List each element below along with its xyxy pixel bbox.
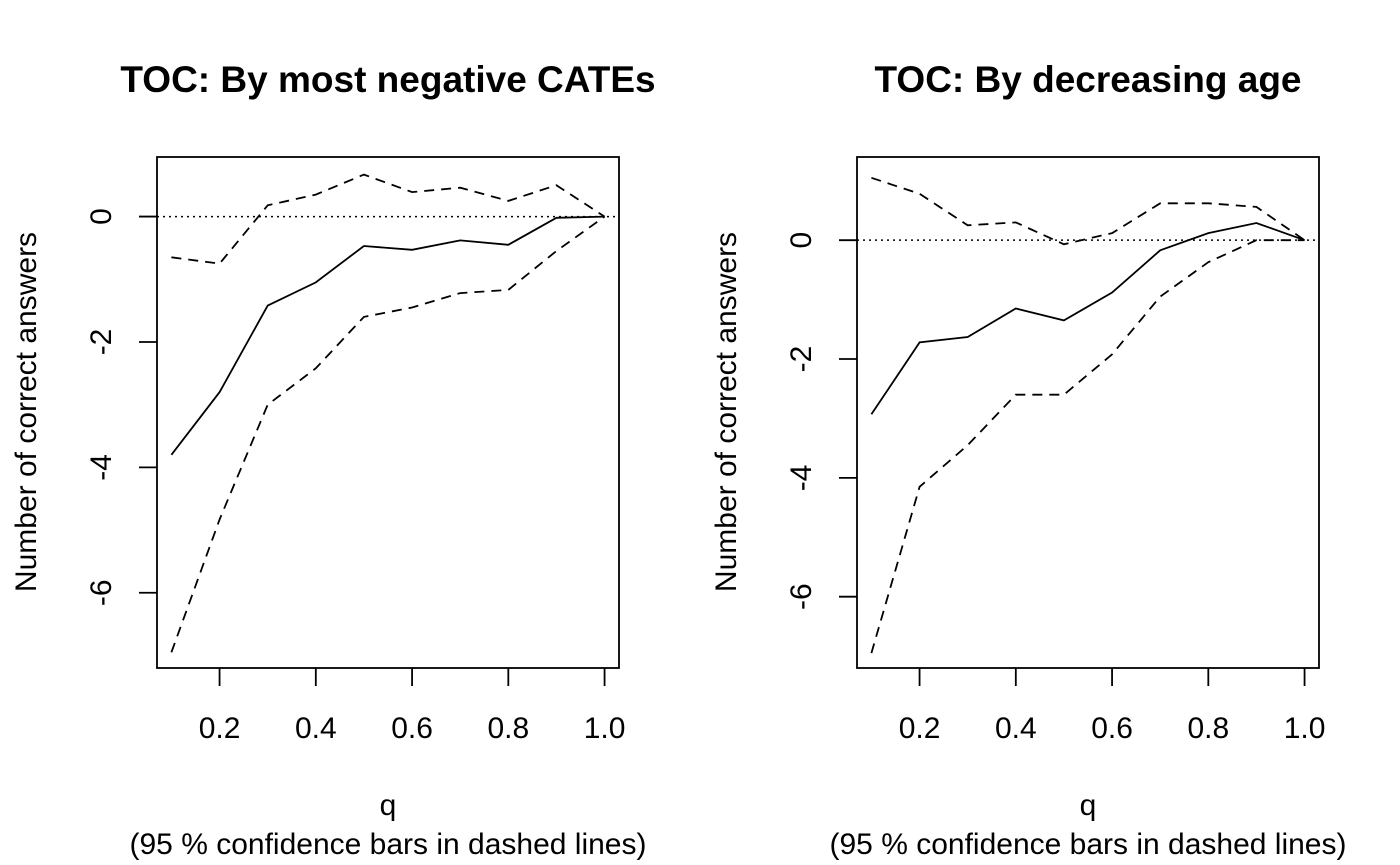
x-tick-label: 0.4 — [995, 712, 1037, 745]
x-tick-label: 0.6 — [1091, 712, 1133, 745]
plot-area: 0.2 0.4 0.6 0.8 1.0 -6 -4 -2 0 — [785, 156, 1326, 745]
x-tick-label: 1.0 — [1284, 712, 1326, 745]
upper-confidence-line — [871, 176, 1306, 246]
lower-confidence-line — [170, 215, 606, 653]
x-axis-label: q — [1080, 789, 1097, 822]
toc-estimate-line — [170, 215, 605, 456]
y-tick-label: -2 — [785, 346, 818, 373]
chart-title: TOC: By most negative CATEs — [120, 59, 655, 100]
y-tick-label: -6 — [85, 579, 118, 606]
x-axis-sublabel: (95 % confidence bars in dashed lines) — [830, 828, 1347, 861]
y-tick-label: -4 — [85, 454, 118, 481]
x-tick-label: 0.4 — [295, 712, 337, 745]
plot-frame — [156, 156, 620, 669]
plot-area: 0.2 0.4 0.6 0.8 1.0 -6 -4 -2 0 — [85, 156, 626, 745]
plot-frame — [856, 156, 1320, 669]
y-tick-label: -6 — [785, 583, 818, 610]
y-axis-label: Number of correct answers — [710, 232, 743, 592]
lower-confidence-line — [870, 239, 1305, 654]
toc-panel-cates: TOC: By most negative CATEs Number of co… — [10, 59, 656, 861]
upper-confidence-line — [171, 173, 606, 265]
y-axis-label: Number of correct answers — [10, 232, 43, 592]
x-tick-label: 0.2 — [899, 712, 941, 745]
y-tick-label: 0 — [785, 232, 818, 249]
x-tick-label: 0.2 — [199, 712, 241, 745]
y-tick-label: -4 — [785, 465, 818, 492]
x-tick-label: 0.6 — [391, 712, 433, 745]
x-tick-label: 0.8 — [487, 712, 529, 745]
x-axis-sublabel: (95 % confidence bars in dashed lines) — [130, 828, 647, 861]
x-tick-label: 0.8 — [1187, 712, 1229, 745]
x-tick-label: 1.0 — [584, 712, 626, 745]
y-tick-label: 0 — [85, 208, 118, 225]
y-tick-label: -2 — [85, 329, 118, 356]
toc-estimate-line — [870, 222, 1305, 415]
chart-title: TOC: By decreasing age — [874, 59, 1301, 100]
x-axis-label: q — [380, 789, 397, 822]
toc-panel-age: TOC: By decreasing age Number of correct… — [710, 59, 1346, 861]
